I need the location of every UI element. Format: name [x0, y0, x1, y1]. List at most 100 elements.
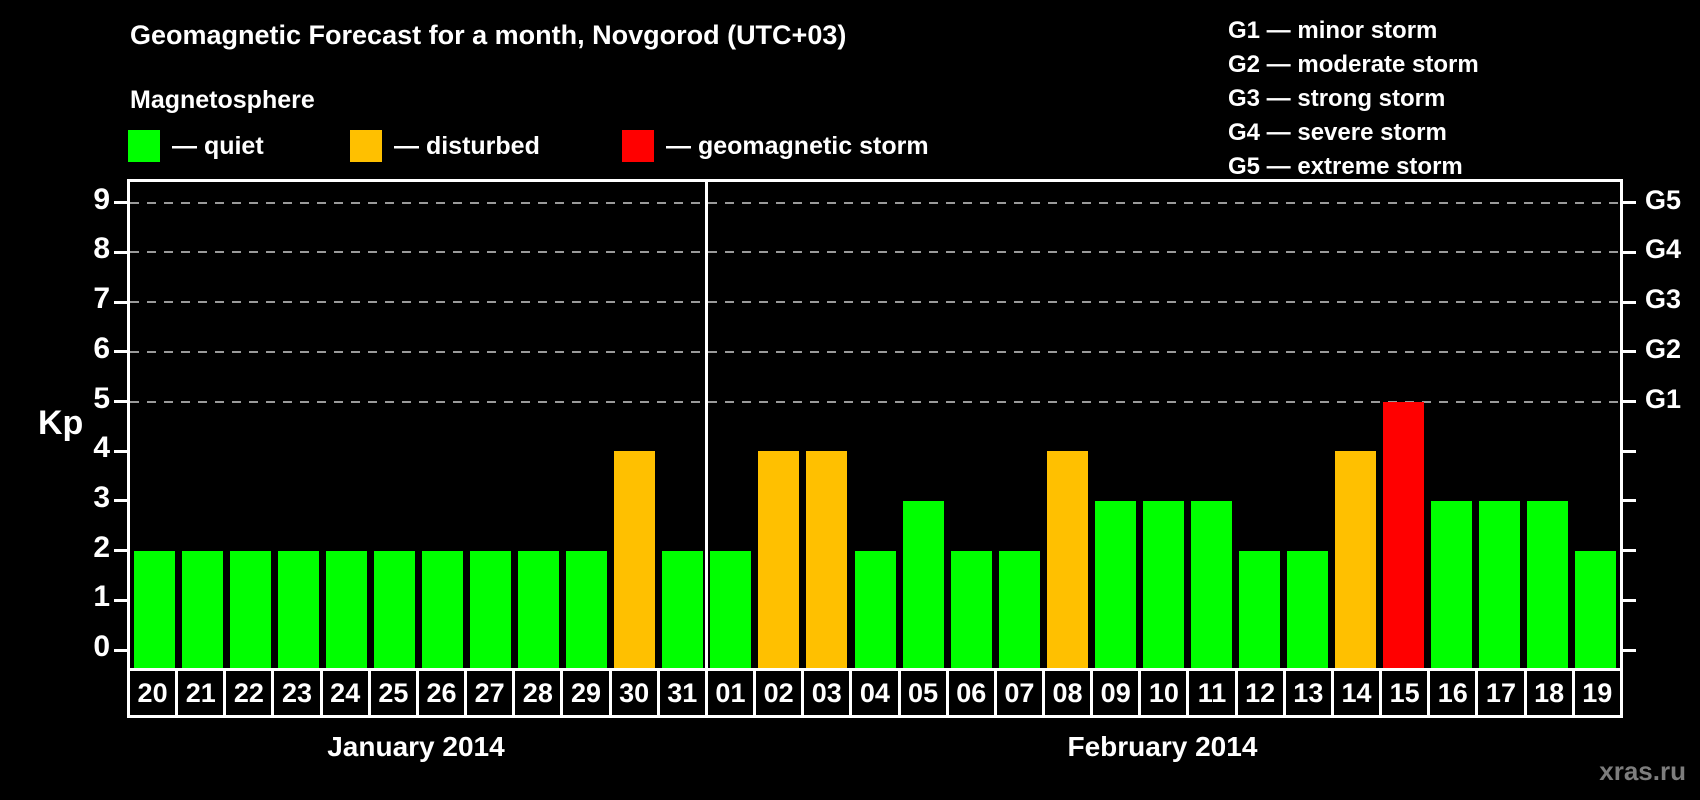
day-label-17: 17	[1478, 671, 1527, 715]
bar-day-23	[277, 550, 319, 668]
bar-day-15	[1383, 401, 1425, 668]
day-label-24: 24	[323, 671, 371, 715]
day-label-25: 25	[371, 671, 419, 715]
y-tick-label-4: 4	[93, 431, 110, 465]
g-scale-legend: G1 — minor storm G2 — moderate storm G3 …	[1228, 14, 1479, 184]
y-axis-label: Kp	[38, 404, 84, 442]
bar-day-05	[902, 500, 944, 668]
bar-day-27	[469, 550, 511, 668]
gridline-kp9	[130, 201, 1620, 204]
y-tick-left-1	[114, 598, 127, 602]
day-label-18: 18	[1527, 671, 1575, 715]
day-label-29: 29	[563, 671, 612, 715]
y-tick-right-1	[1623, 598, 1636, 602]
day-label-03: 03	[804, 671, 853, 715]
day-label-28: 28	[515, 671, 564, 715]
day-label-16: 16	[1430, 671, 1479, 715]
bar-day-14	[1335, 451, 1377, 668]
right-axis-label-g4: G4	[1645, 234, 1682, 265]
g-scale-legend-g3: G3 — strong storm	[1228, 85, 1446, 112]
day-label-01: 01	[708, 671, 757, 715]
y-tick-label-9: 9	[93, 182, 110, 216]
legend-label-quiet: — quiet	[172, 131, 264, 160]
g-scale-legend-g5: G5 — extreme storm	[1228, 153, 1463, 180]
bar-day-19	[1575, 550, 1617, 668]
y-tick-label-1: 1	[93, 580, 110, 614]
bar-day-11	[1190, 500, 1232, 668]
y-tick-label-7: 7	[93, 282, 110, 316]
month-label-1: January 2014	[327, 731, 505, 762]
y-tick-right-7	[1623, 300, 1636, 304]
right-axis-label-g1: G1	[1645, 383, 1682, 414]
bar-day-21	[181, 550, 223, 668]
bar-day-08	[1046, 451, 1088, 668]
y-tick-left-6	[114, 350, 127, 354]
bar-day-26	[421, 550, 463, 668]
bar-day-12	[1239, 550, 1281, 668]
day-label-19: 19	[1575, 671, 1623, 715]
gridline-kp5	[130, 400, 1620, 403]
day-label-09: 09	[1093, 671, 1142, 715]
bar-day-17	[1479, 500, 1521, 668]
y-tick-left-5	[114, 400, 127, 403]
day-label-13: 13	[1286, 671, 1334, 715]
bar-day-30	[614, 451, 656, 668]
bar-day-06	[950, 550, 992, 668]
bar-day-07	[998, 550, 1040, 668]
bar-day-22	[229, 550, 271, 668]
day-label-08: 08	[1045, 671, 1094, 715]
y-tick-left-0	[114, 648, 127, 652]
day-label-20: 20	[130, 671, 179, 715]
legend-label-disturbed: — disturbed	[394, 131, 540, 160]
gridline-kp6	[130, 350, 1620, 353]
y-tick-right-2	[1623, 549, 1636, 553]
magnetosphere-legend-heading: Magnetosphere	[130, 86, 315, 114]
y-tick-right-4	[1623, 449, 1636, 453]
day-label-26: 26	[419, 671, 468, 715]
g-scale-legend-g1: G1 — minor storm	[1228, 17, 1438, 44]
y-tick-right-6	[1623, 350, 1636, 354]
day-label-04: 04	[852, 671, 901, 715]
day-label-12: 12	[1238, 671, 1286, 715]
g-scale-legend-g2: G2 — moderate storm	[1228, 51, 1479, 78]
bar-day-29	[566, 550, 608, 668]
day-label-02: 02	[756, 671, 805, 715]
day-label-07: 07	[997, 671, 1045, 715]
right-axis-label-g5: G5	[1645, 184, 1682, 215]
g-scale-legend-g4: G4 — severe storm	[1228, 119, 1447, 146]
day-label-11: 11	[1189, 671, 1238, 715]
day-label-10: 10	[1141, 671, 1190, 715]
y-tick-label-6: 6	[93, 331, 110, 365]
bar-day-18	[1527, 500, 1569, 668]
day-label-30: 30	[612, 671, 660, 715]
legend-label-storm: — geomagnetic storm	[666, 131, 929, 160]
bar-day-09	[1094, 500, 1136, 668]
page-title: Geomagnetic Forecast for a month, Novgor…	[130, 20, 847, 50]
quiet-color-swatch	[128, 130, 160, 162]
legend-item-disturbed: — disturbed	[350, 129, 540, 163]
day-label-22: 22	[226, 671, 275, 715]
bar-day-16	[1431, 500, 1473, 668]
gridline-kp8	[130, 251, 1620, 254]
y-tick-right-9	[1623, 201, 1636, 205]
day-label-15: 15	[1382, 671, 1431, 715]
day-label-27: 27	[467, 671, 516, 715]
month-label-2: February 2014	[1067, 731, 1258, 762]
month-separator-1	[705, 182, 709, 668]
plot-area	[127, 179, 1623, 671]
day-label-21: 21	[178, 671, 227, 715]
watermark: xras.ru	[1599, 756, 1686, 786]
y-tick-left-4	[114, 449, 127, 453]
bar-day-03	[806, 451, 848, 668]
y-tick-label-8: 8	[93, 232, 110, 266]
bar-day-24	[325, 550, 367, 668]
y-tick-label-2: 2	[93, 530, 110, 564]
bar-day-01	[710, 550, 752, 668]
y-tick-left-8	[114, 250, 127, 254]
y-tick-label-3: 3	[93, 480, 110, 514]
bar-day-28	[518, 550, 560, 668]
y-tick-left-2	[114, 549, 127, 553]
day-label-05: 05	[901, 671, 949, 715]
day-axis-row: 20 21 22 23 24 25 26 27 28 29 30 31 01 02 03 04 05 06 07 08…	[127, 671, 1623, 718]
y-tick-left-9	[114, 201, 127, 205]
